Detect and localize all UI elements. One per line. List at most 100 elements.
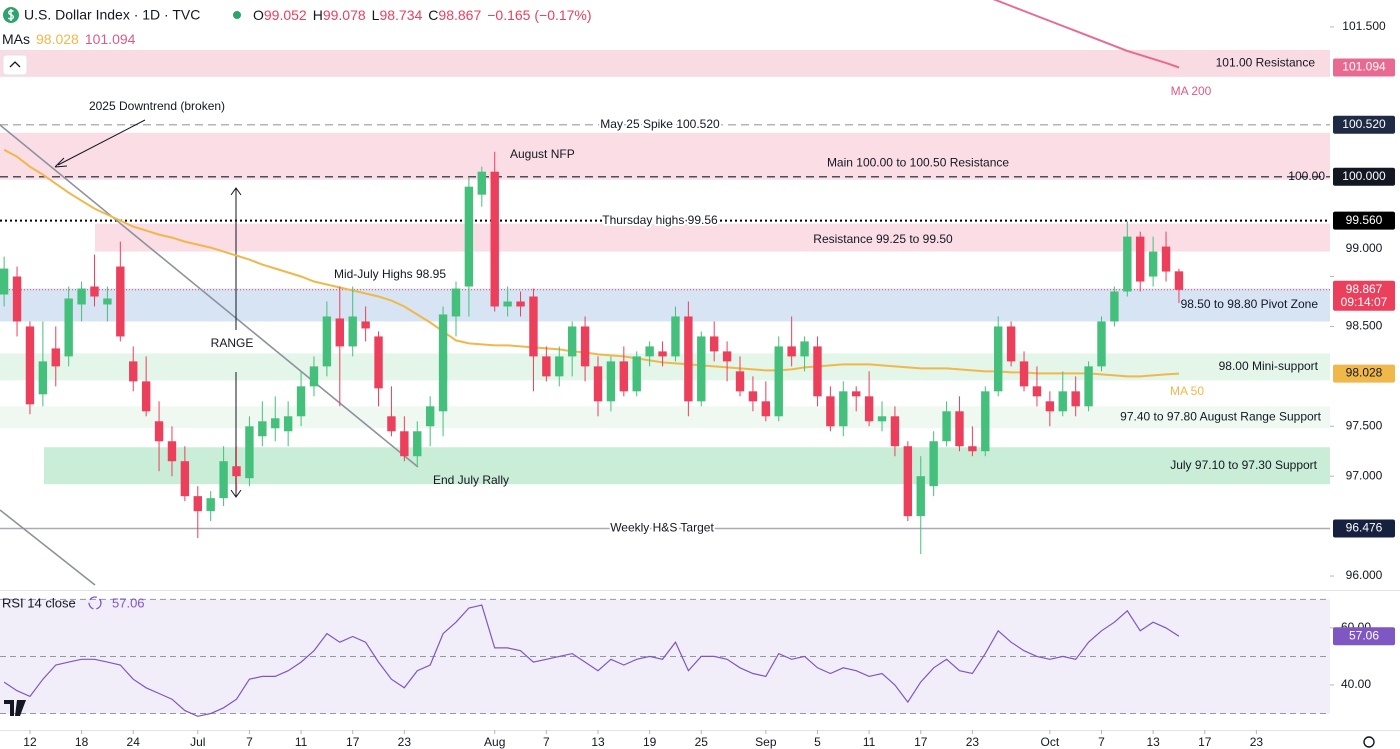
candle-body (593, 366, 603, 402)
zone-label: 101.00 Resistance (1216, 56, 1316, 70)
level-axis-label-box (1333, 115, 1395, 134)
candle-body (219, 461, 228, 499)
y-tick-label: 97.000 (1346, 468, 1383, 482)
x-tick-label: 25 (695, 735, 709, 749)
candle-body (1045, 401, 1055, 412)
candle-body (1071, 391, 1080, 407)
trend-line (0, 509, 96, 586)
ohlc: O99.052 H99.078 L98.734 C98.867 −0.165 (−0.1… (253, 7, 592, 23)
x-tick-label: Jul (190, 735, 205, 749)
moving-averages (3, 0, 1180, 378)
levels (0, 124, 1330, 530)
ma-legend-title: MAs (2, 31, 30, 47)
ma-axis-label-box (1333, 58, 1395, 77)
ma-legend: MAs 98.028 101.094 (2, 31, 136, 47)
x-tick-label: 23 (966, 735, 980, 749)
ma-line (992, 0, 1180, 69)
rsi-pane (0, 598, 1330, 717)
candle-body (748, 391, 758, 402)
price-axis-label-box (1333, 280, 1395, 311)
candle-body (1123, 236, 1132, 292)
candle-body (813, 346, 822, 397)
x-tick-label: 11 (863, 735, 876, 749)
candle-body (335, 318, 344, 347)
candle-body (283, 416, 293, 432)
zone (0, 288, 1330, 322)
rsi-icon (88, 596, 102, 610)
candle-body (490, 171, 499, 307)
candle-body (296, 386, 306, 417)
candle-body (387, 416, 396, 432)
candle-body (167, 441, 177, 462)
candle-body (1006, 326, 1016, 362)
candle-body (929, 441, 938, 487)
ma-label: MA 50 (1170, 384, 1204, 398)
ma-axis-label: 98.028 (1346, 366, 1383, 380)
x-tick-label: 12 (23, 735, 37, 749)
candle-body (968, 446, 977, 452)
ma-legend-value: 98.028 (36, 31, 79, 47)
x-tick-label: 13 (1146, 735, 1160, 749)
arrowhead (230, 187, 242, 498)
candle-body (1174, 271, 1184, 290)
candle-body (477, 171, 487, 195)
candle-body (413, 431, 422, 457)
level-label: Weekly H&S Target (610, 521, 714, 535)
candle-body (981, 391, 990, 452)
zone-label: 97.40 to 97.80 August Range Support (1120, 409, 1321, 423)
candle-body (955, 411, 964, 447)
arrowhead (54, 157, 68, 168)
candle-body (580, 326, 590, 367)
candle-body (348, 316, 357, 347)
annotation: 2025 Downtrend (broken) (89, 99, 225, 113)
collapse-button[interactable] (2, 54, 28, 76)
candle-body (1019, 361, 1029, 387)
zone-label: 98.00 Mini-support (1219, 359, 1319, 373)
level-label: May 25 Spike 100.520 (600, 117, 720, 131)
ohlc-open: 99.052 (264, 7, 307, 23)
price-axis-label: 98.867 (1346, 282, 1383, 296)
x-tick-label: 23 (398, 735, 412, 749)
y-tick-label: 101.500 (1342, 19, 1386, 33)
x-tick-label: Oct (1041, 735, 1060, 749)
candle-body (516, 301, 525, 307)
candle-body (1148, 251, 1158, 277)
level-axis-label: 99.560 (1346, 213, 1383, 227)
candle-body (555, 356, 564, 377)
candle-body (903, 446, 913, 517)
candle-body (451, 288, 461, 317)
title: U.S. Dollar Index · 1D · TVC (24, 7, 200, 23)
candle-body (606, 361, 616, 402)
settings-icon[interactable] (1363, 736, 1375, 748)
candle-body (890, 416, 900, 447)
price-axis-label-countdown: 09:14:07 (1341, 295, 1388, 309)
ohlc-key: H (313, 7, 323, 23)
y-tick-label: 98.500 (1346, 319, 1383, 333)
ohlc-close: 98.867 (438, 7, 481, 23)
candle-body (722, 351, 732, 362)
ma-axis-label: 101.094 (1342, 60, 1386, 74)
candle-body (645, 346, 654, 357)
rsi-legend-title: RSI 14 close (2, 595, 76, 610)
candle-body (877, 416, 887, 422)
collapse-icon (9, 61, 21, 68)
candle-body (25, 326, 35, 405)
candle-body (103, 298, 112, 305)
candle-body (64, 298, 73, 357)
candle-body (141, 381, 151, 412)
candle-body (709, 336, 719, 352)
ma-line (3, 148, 1180, 378)
level-axis-label: 96.476 (1346, 521, 1383, 535)
level-axis-label: 100.520 (1342, 117, 1386, 131)
candle-body (1110, 291, 1119, 322)
level-axis-label-box (1333, 211, 1395, 230)
x-tick-label: 23 (1250, 735, 1264, 749)
candle-body (735, 371, 745, 392)
annotations: August NFP Mid-July Highs 98.95 RANGE En… (89, 56, 1325, 537)
x-tick-label: 18 (75, 735, 89, 749)
candle-body (232, 466, 241, 477)
rsi-value-label: 57.06 (1349, 628, 1379, 642)
annotation: Mid-July Highs 98.95 (334, 267, 446, 281)
candle-body (632, 356, 641, 392)
candle-body (684, 316, 693, 402)
